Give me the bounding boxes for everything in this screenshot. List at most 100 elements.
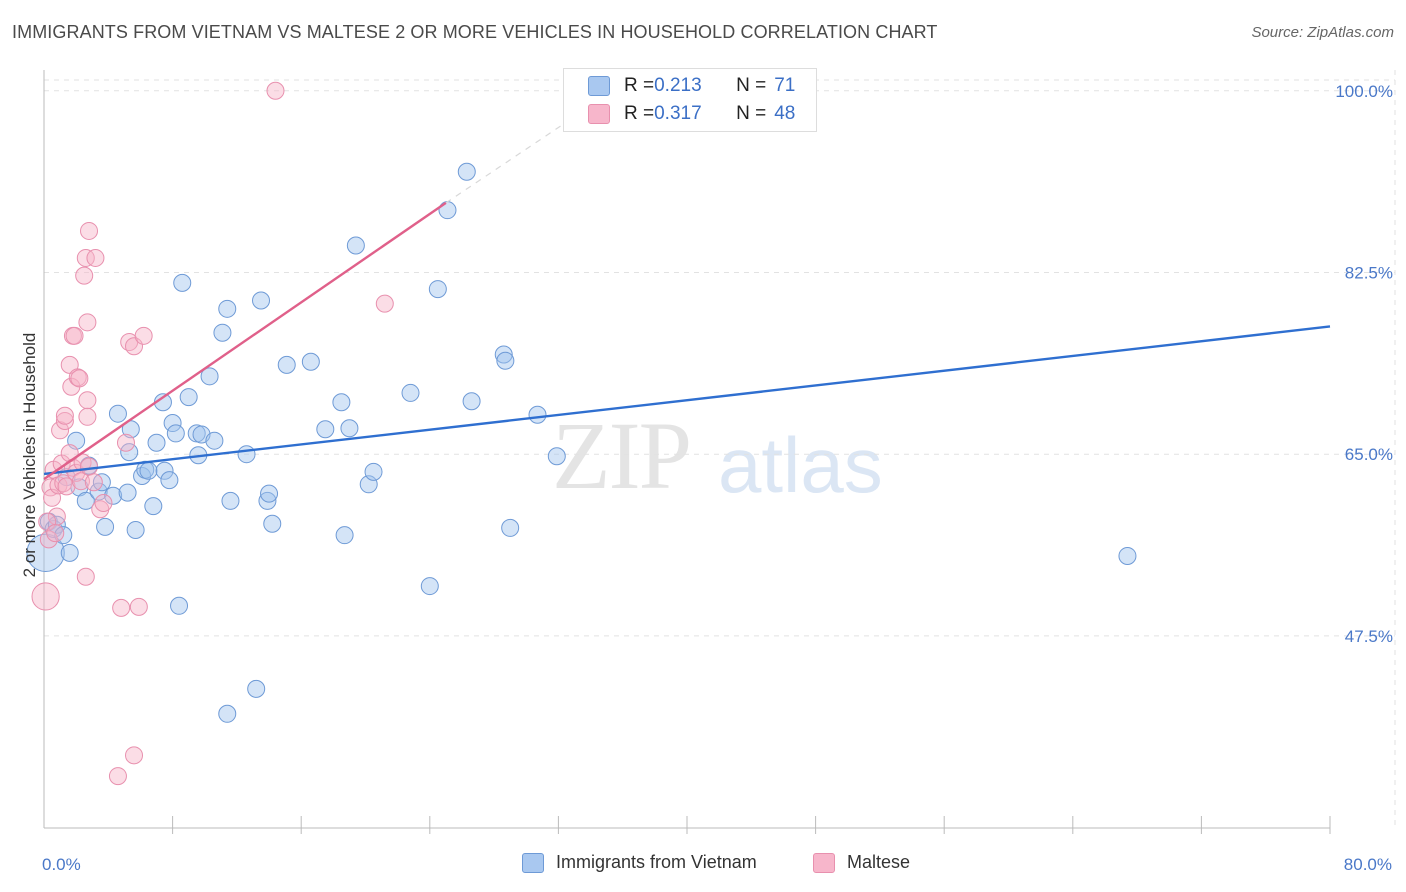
trendline-vietnam xyxy=(43,325,1331,476)
point-maltese xyxy=(86,248,105,267)
legend-swatch-maltese xyxy=(813,852,835,873)
trendline-maltese xyxy=(43,201,447,481)
point-maltese xyxy=(65,326,84,345)
legend-row-vietnam: R = 0.213 N = 71 xyxy=(588,73,795,99)
point-vietnam xyxy=(200,367,219,386)
legend-r-label: R = xyxy=(624,75,655,96)
point-vietnam xyxy=(346,236,365,255)
point-maltese xyxy=(116,433,135,452)
point-vietnam xyxy=(166,424,185,443)
point-maltese xyxy=(31,582,60,611)
legend-r-value: 0.317 xyxy=(654,103,702,124)
point-vietnam xyxy=(147,433,166,452)
point-vietnam xyxy=(76,491,95,510)
legend-swatch-vietnam xyxy=(522,852,544,873)
legend-swatch-vietnam xyxy=(588,76,610,96)
point-vietnam xyxy=(144,497,163,516)
point-vietnam xyxy=(462,392,481,411)
point-maltese xyxy=(134,326,153,345)
point-maltese xyxy=(78,407,97,426)
point-maltese xyxy=(76,567,95,586)
watermark-atlas: atlas xyxy=(718,421,883,509)
legend-r-value: 0.213 xyxy=(654,75,702,96)
point-vietnam xyxy=(335,526,354,545)
point-vietnam xyxy=(218,704,237,723)
point-maltese xyxy=(80,221,99,240)
legend-n-value: 48 xyxy=(774,103,796,124)
legend-r-label: R = xyxy=(624,103,655,124)
point-vietnam xyxy=(420,577,439,596)
point-vietnam xyxy=(277,355,296,374)
point-vietnam xyxy=(316,420,335,439)
point-vietnam xyxy=(108,404,127,423)
point-maltese xyxy=(112,598,131,617)
y-tick-label: 100.0% xyxy=(1335,82,1393,101)
x-tick-label: 0.0% xyxy=(42,855,81,874)
legend-label-maltese: Maltese xyxy=(847,852,911,872)
point-maltese xyxy=(108,767,127,786)
point-maltese xyxy=(71,472,90,491)
point-vietnam xyxy=(205,431,224,450)
point-maltese xyxy=(266,81,285,100)
y-tick-label: 47.5% xyxy=(1345,627,1393,646)
point-maltese xyxy=(46,524,65,543)
y-tick-label: 65.0% xyxy=(1345,445,1393,464)
point-maltese xyxy=(55,411,74,430)
point-maltese xyxy=(84,473,103,492)
point-vietnam xyxy=(120,443,139,462)
point-maltese xyxy=(129,597,148,616)
legend-n-label: N = xyxy=(736,103,767,124)
point-vietnam xyxy=(438,201,457,220)
point-vietnam xyxy=(260,484,279,503)
legend-swatch-maltese xyxy=(588,104,610,124)
point-vietnam xyxy=(237,445,256,464)
legend-n-value: 71 xyxy=(774,75,796,96)
point-vietnam xyxy=(170,596,189,615)
point-vietnam xyxy=(340,419,359,438)
point-vietnam xyxy=(332,393,351,412)
point-maltese xyxy=(68,368,87,387)
point-vietnam xyxy=(528,405,547,424)
point-vietnam xyxy=(173,273,192,292)
point-maltese xyxy=(80,457,99,476)
y-tick-label: 82.5% xyxy=(1345,263,1393,282)
point-vietnam xyxy=(496,351,515,370)
y-axis-label: 2 or more Vehicles in Household xyxy=(20,332,39,578)
watermark-zip: ZIP xyxy=(552,402,692,509)
point-maltese xyxy=(125,746,144,765)
point-vietnam xyxy=(457,162,476,181)
point-maltese xyxy=(54,474,73,493)
point-maltese xyxy=(57,477,76,496)
point-vietnam xyxy=(26,533,65,573)
point-vietnam xyxy=(501,518,520,537)
point-vietnam xyxy=(428,280,447,299)
legend-label-vietnam: Immigrants from Vietnam xyxy=(556,852,757,872)
point-vietnam xyxy=(252,291,271,310)
point-vietnam xyxy=(263,514,282,533)
series-legend: Immigrants from Vietnam Maltese xyxy=(0,852,1406,878)
point-maltese xyxy=(55,406,74,425)
point-maltese xyxy=(94,493,113,512)
chart-title: IMMIGRANTS FROM VIETNAM VS MALTESE 2 OR … xyxy=(12,22,938,42)
point-vietnam xyxy=(218,299,237,318)
point-maltese xyxy=(51,421,70,440)
point-vietnam xyxy=(547,447,566,466)
trendline-extension xyxy=(445,116,575,204)
point-vietnam xyxy=(247,679,266,698)
legend-item-maltese[interactable]: Maltese xyxy=(813,852,910,873)
point-maltese xyxy=(375,294,394,313)
point-maltese xyxy=(78,391,97,410)
point-vietnam xyxy=(494,345,513,364)
legend-row-maltese: R = 0.317 N = 48 xyxy=(588,101,795,127)
point-vietnam xyxy=(96,517,115,536)
point-vietnam xyxy=(60,543,79,562)
point-maltese xyxy=(70,369,89,388)
point-vietnam xyxy=(221,491,240,510)
legend-item-vietnam[interactable]: Immigrants from Vietnam xyxy=(522,852,757,873)
point-vietnam xyxy=(401,383,420,402)
point-maltese xyxy=(75,266,94,285)
point-vietnam xyxy=(364,462,383,481)
point-vietnam xyxy=(301,352,320,371)
point-vietnam xyxy=(126,520,145,539)
